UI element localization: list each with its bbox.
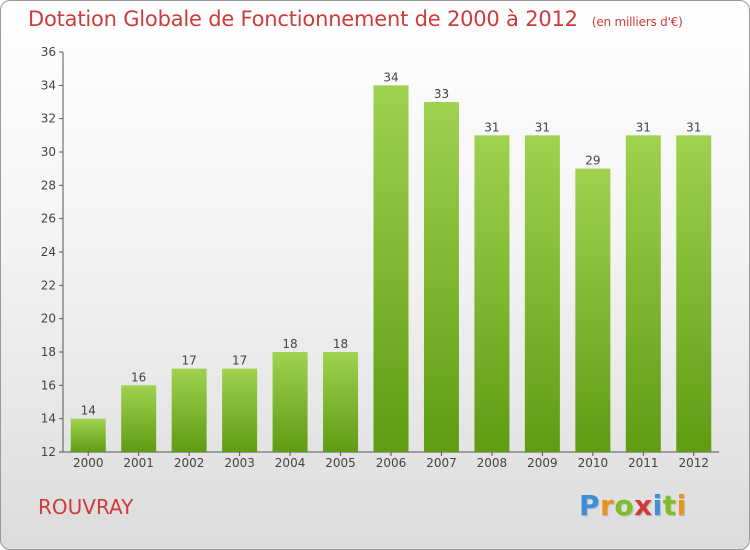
x-tick-label: 2009: [527, 456, 558, 470]
x-tick-label: 2000: [73, 456, 104, 470]
y-tick-label: 28: [41, 178, 56, 192]
bar-2001: [121, 385, 157, 452]
chart-title: Dotation Globale de Fonctionnement de 20…: [28, 7, 683, 31]
bar-2002: [171, 368, 207, 452]
bar-2009: [524, 135, 560, 453]
logo-letter: i: [676, 489, 687, 522]
data-label: 29: [585, 154, 600, 168]
bar-2003: [222, 368, 258, 452]
chart-axes: 12 14 16 18 20 22 24 26 28 30 32 34 36 2000 2001 2002 20…: [41, 45, 719, 470]
logo-letter: i: [652, 489, 663, 522]
commune-name: ROUVRAY: [38, 495, 134, 519]
bar-2012: [676, 135, 712, 453]
bar-2011: [625, 135, 661, 453]
x-tick-label: 2012: [678, 456, 709, 470]
bar-2000: [70, 418, 106, 452]
chart-title-text: Dotation Globale de Fonctionnement de 20…: [28, 7, 578, 31]
y-tick-label: 24: [41, 245, 56, 259]
data-label: 31: [686, 120, 701, 134]
y-tick-label: 12: [41, 445, 56, 459]
data-label: 17: [232, 354, 247, 368]
data-label: 33: [434, 87, 449, 101]
data-label: 31: [484, 120, 499, 134]
y-tick-label: 30: [41, 145, 56, 159]
data-label: 31: [535, 120, 550, 134]
logo-letter: t: [662, 489, 677, 522]
x-tick-label: 2006: [376, 456, 407, 470]
bar-2004: [272, 352, 308, 452]
y-tick-label: 36: [41, 45, 56, 59]
x-tick-label: 2001: [123, 456, 154, 470]
bar-2005: [323, 352, 359, 452]
y-tick-label: 20: [41, 312, 56, 326]
data-label: 31: [636, 120, 651, 134]
logo-letter: o: [614, 489, 635, 522]
x-tick-label: 2002: [174, 456, 205, 470]
data-label: 17: [182, 354, 197, 368]
bar-2006: [373, 85, 409, 452]
y-tick-label: 16: [41, 378, 56, 392]
proxiti-logo[interactable]: Proxiti: [579, 489, 687, 522]
logo-letter: x: [634, 489, 653, 522]
bar-2007: [423, 102, 459, 452]
x-tick-label: 2005: [325, 456, 356, 470]
data-label: 34: [383, 70, 398, 84]
data-label: 18: [333, 337, 348, 351]
bar-2010: [575, 168, 611, 452]
y-tick-label: 18: [41, 345, 56, 359]
bar-2008: [474, 135, 510, 453]
data-label: 14: [81, 404, 96, 418]
chart-unit: (en milliers d'€): [591, 15, 683, 29]
x-tick-label: 2008: [477, 456, 508, 470]
y-tick-label: 22: [41, 278, 56, 292]
logo-letter: r: [600, 489, 615, 522]
y-tick-label: 14: [41, 412, 56, 426]
x-tick-label: 2011: [628, 456, 659, 470]
y-tick-label: 34: [41, 78, 56, 92]
chart-data-labels: 14 16 17 17 18 18 34 33 31 31 29 31 31: [81, 70, 702, 417]
x-tick-label: 2010: [578, 456, 609, 470]
x-tick-label: 2004: [275, 456, 306, 470]
data-label: 16: [131, 370, 146, 384]
x-tick-label: 2003: [224, 456, 255, 470]
y-tick-label: 26: [41, 212, 56, 226]
data-label: 18: [282, 337, 297, 351]
logo-letter: P: [579, 489, 601, 522]
x-tick-label: 2007: [426, 456, 457, 470]
chart-bars: [70, 85, 712, 453]
y-tick-label: 32: [41, 112, 56, 126]
